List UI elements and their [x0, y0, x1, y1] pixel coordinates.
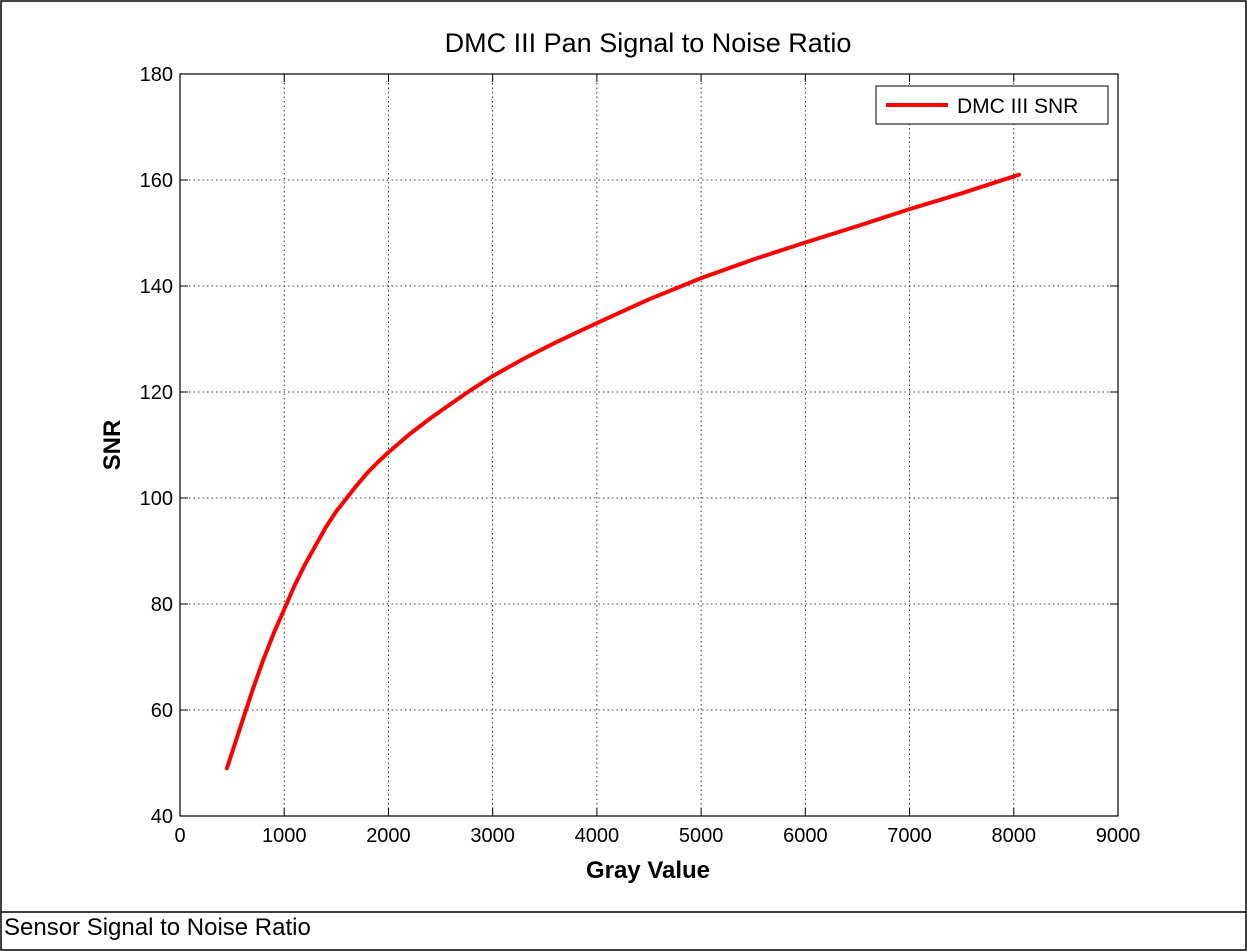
x-tick-labels: 0 1000 2000 3000 4000 5000 6000 7000 8000 9000 [174, 825, 1140, 847]
y-tick-label: 100 [140, 488, 173, 510]
legend: DMC III SNR [875, 85, 1109, 125]
x-tick-label: 7000 [887, 825, 932, 847]
x-tick-label: 4000 [575, 825, 620, 847]
y-axis-label: SNR [99, 420, 126, 471]
x-tick-label: 8000 [992, 825, 1037, 847]
x-tick-label: 6000 [783, 825, 828, 847]
series-line-dmc-iii-snr [224, 172, 1021, 771]
x-tick-label: 0 [174, 825, 185, 847]
x-tick-label: 9000 [1096, 825, 1141, 847]
y-tick-label: 180 [140, 64, 173, 86]
legend-label: DMC III SNR [957, 95, 1078, 118]
x-tick-label: 1000 [262, 825, 307, 847]
plot-area [179, 73, 1119, 817]
ticks [179, 73, 1119, 817]
grid-y [180, 179, 1118, 711]
y-tick-label: 120 [140, 382, 173, 404]
y-tick-label: 160 [140, 170, 173, 192]
y-tick-labels: 40 60 80 100 120 140 160 180 [140, 64, 173, 828]
y-tick-label: 80 [151, 594, 173, 616]
chart-title: DMC III Pan Signal to Noise Ratio [445, 28, 852, 58]
y-tick-label: 40 [151, 806, 173, 828]
x-tick-label: 3000 [470, 825, 515, 847]
grid-x [283, 74, 1015, 816]
y-tick-label: 140 [140, 276, 173, 298]
x-tick-label: 5000 [679, 825, 724, 847]
figure-caption: Sensor Signal to Noise Ratio [4, 914, 311, 941]
x-tick-label: 2000 [366, 825, 411, 847]
x-axis-label: Gray Value [586, 857, 710, 884]
y-tick-label: 60 [151, 700, 173, 722]
